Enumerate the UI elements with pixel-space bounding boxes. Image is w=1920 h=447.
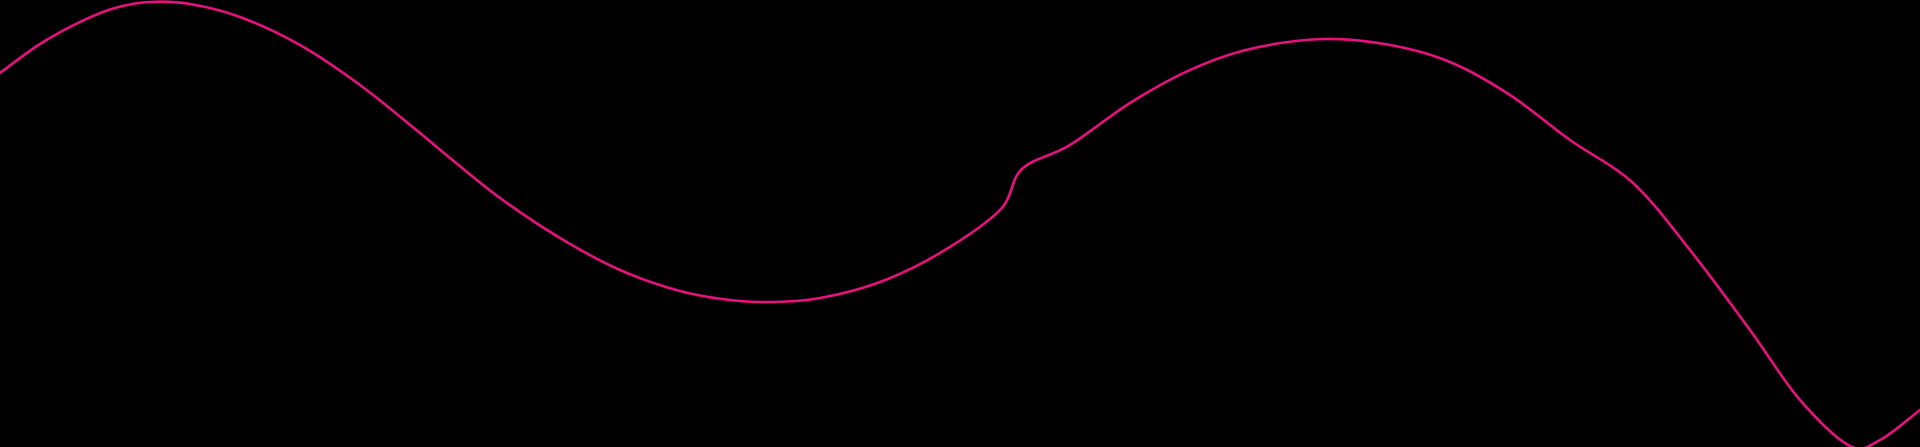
wave-chart-svg xyxy=(0,0,1920,447)
pink-wave-line xyxy=(0,0,1920,447)
chart-background xyxy=(0,0,1920,447)
wave-graphic-canvas xyxy=(0,0,1920,447)
